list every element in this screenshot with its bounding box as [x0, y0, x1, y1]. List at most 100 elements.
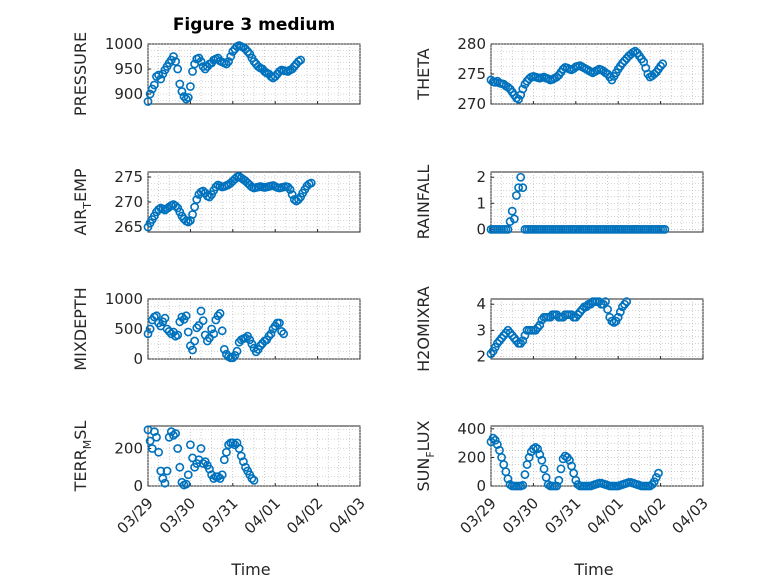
data-point: [558, 64, 568, 74]
y-tick-label: 0: [133, 350, 143, 368]
data-point: [251, 347, 261, 357]
data-point: [177, 312, 187, 322]
y-axis-label: H2OMIXRA: [414, 286, 433, 372]
data-point: [241, 333, 250, 343]
y-tick-label: 500: [114, 320, 143, 338]
data-point: [518, 84, 528, 94]
data-point: [279, 329, 289, 339]
data-point: [145, 89, 155, 99]
data-point: [164, 432, 174, 442]
data-point: [488, 433, 498, 443]
data-point: [190, 336, 200, 346]
data-point: [185, 82, 195, 91]
y-axis-label: RAINFALL: [414, 165, 433, 240]
data-point: [490, 435, 500, 445]
data-point: [196, 306, 206, 316]
data-point: [160, 478, 170, 488]
data-point: [554, 475, 564, 485]
y-tick-label: 0: [133, 477, 143, 495]
data-point: [552, 72, 562, 82]
data-point: [277, 326, 286, 336]
y-tick-label: 1000: [105, 35, 143, 53]
y-axis-label: MIXDEPTH: [71, 287, 90, 370]
data-point: [156, 466, 166, 476]
data-point: [222, 447, 231, 457]
y-axis-label: SUNFLUX: [414, 420, 437, 491]
data-point: [205, 192, 214, 202]
data-point: [145, 324, 155, 334]
subplot-7: 0 200 03/29 03/30 03/31 04/01 04/02 04/03 TERRMS…: [71, 421, 369, 538]
data-point: [283, 182, 293, 192]
data-point: [539, 464, 549, 474]
data-point: [236, 451, 246, 461]
data-point: [514, 183, 523, 193]
data-point: [232, 438, 242, 448]
data-point: [520, 331, 530, 340]
data-point: [649, 69, 659, 79]
y-tick-label: 1000: [105, 290, 143, 308]
y-tick-label: 4: [476, 295, 486, 313]
y-tick-label: 280: [457, 35, 486, 53]
data-point: [205, 464, 214, 474]
data-point: [249, 57, 259, 66]
data-point: [601, 297, 610, 307]
y-tick-label: 265: [114, 218, 143, 236]
data-point: [192, 195, 202, 204]
data-point: [656, 61, 665, 71]
x-tick-label: 03/31: [541, 494, 584, 537]
data-point: [200, 64, 210, 74]
data-point: [243, 47, 253, 56]
data-point: [198, 186, 208, 196]
data-point: [518, 336, 528, 346]
data-point: [649, 477, 659, 487]
data-point: [224, 440, 233, 450]
data-point: [171, 429, 180, 438]
data-point: [556, 464, 566, 474]
data-point: [651, 473, 661, 482]
data-point: [247, 339, 257, 349]
data-point: [171, 201, 180, 211]
data-point: [179, 92, 189, 101]
data-point: [620, 56, 629, 66]
data-point: [238, 457, 248, 467]
x-tick-label: 04/01: [241, 494, 284, 537]
subplot-3: 265 270 275 AIRTEMP: [71, 168, 361, 236]
y-axis-label: AIRTEMP: [71, 168, 94, 235]
data-point: [143, 329, 153, 339]
data-point: [177, 87, 187, 96]
data-point: [188, 210, 197, 219]
data-point: [171, 57, 180, 66]
data-point: [217, 470, 227, 480]
data-point: [255, 341, 265, 351]
subplot-8: 0 200 400 03/29 03/30 03/31 04/01 04/02 04/03 SUN…: [414, 420, 712, 538]
data-point: [188, 67, 197, 76]
x-tick-label: 03/29: [457, 494, 500, 537]
data-point: [190, 202, 200, 212]
data-point: [518, 480, 528, 490]
data-point: [285, 185, 295, 194]
x-tick-label: 04/03: [326, 494, 369, 537]
data-point: [198, 316, 208, 325]
data-point: [175, 317, 185, 327]
data-point: [209, 329, 219, 339]
data-point: [514, 94, 523, 104]
y-tick-label: 900: [114, 85, 143, 103]
x-tick-label: 03/30: [156, 494, 199, 537]
data-point: [169, 52, 178, 61]
y-axis-label: TERRMSL: [71, 421, 94, 493]
x-tick-label: 04/02: [626, 494, 669, 537]
data-point: [160, 313, 170, 323]
data-point: [518, 183, 528, 193]
x-tick-label: 03/29: [114, 494, 157, 537]
y-tick-label: 270: [457, 95, 486, 113]
data-point: [211, 182, 221, 192]
y-tick-label: 2: [476, 347, 486, 365]
data-point: [306, 178, 316, 188]
data-point: [196, 57, 206, 66]
y-tick-label: 3: [476, 321, 486, 339]
data-point: [169, 430, 178, 440]
data-point: [622, 297, 632, 307]
data-point: [613, 312, 623, 322]
y-tick-label: 275: [114, 168, 143, 186]
data-point: [234, 444, 244, 453]
